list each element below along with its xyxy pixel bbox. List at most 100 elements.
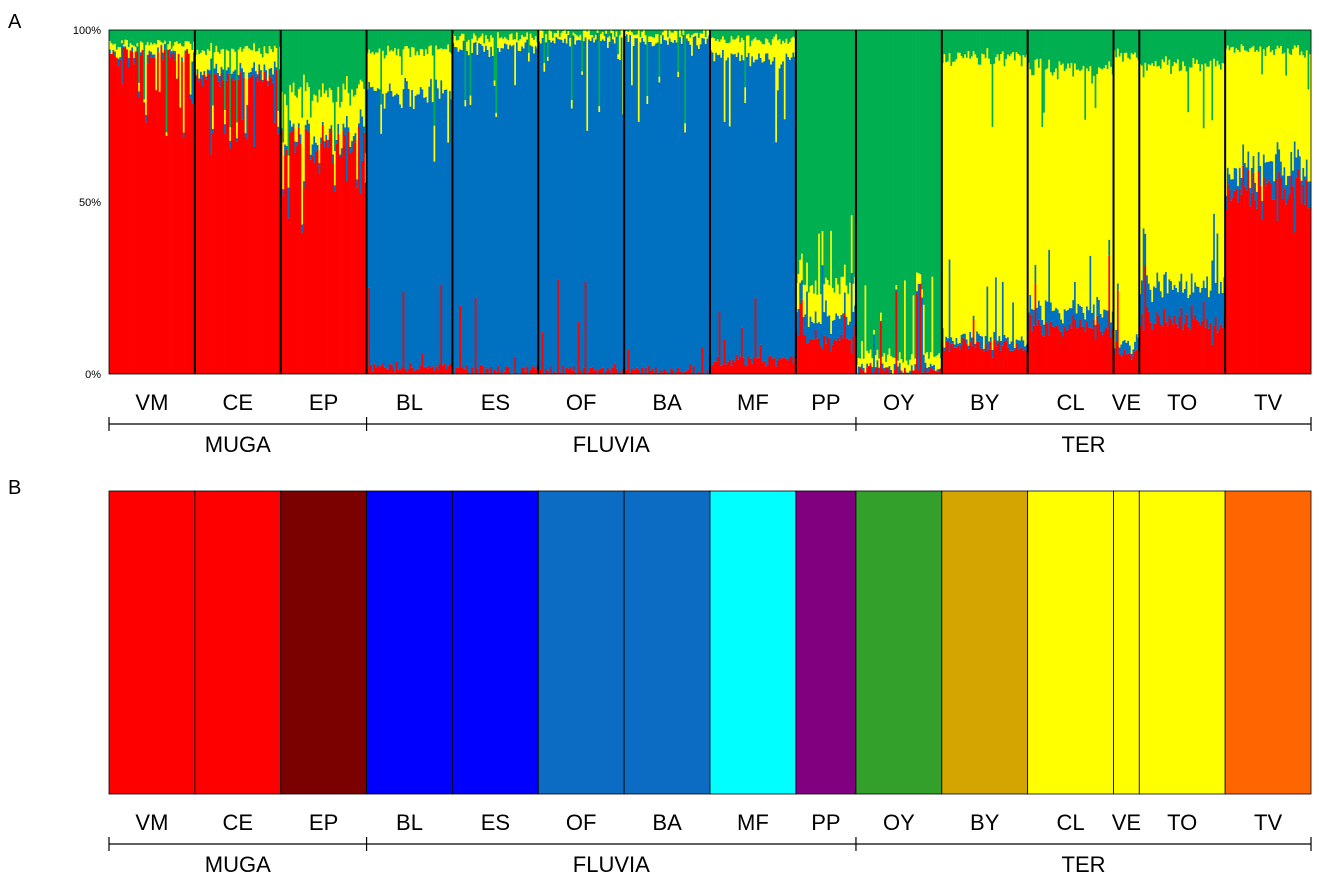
admixture-bar-vm-yellow (112, 44, 115, 50)
admixture-bar-mf-yellow (766, 39, 769, 54)
admixture-bar-ba-blue (694, 35, 697, 374)
assignment-block-ce (194, 490, 282, 795)
admixture-bar-ep-red (356, 187, 359, 374)
admixture-bar-by-green (945, 30, 948, 63)
admixture-bar-es-yellow (452, 33, 455, 43)
admixture-bar-cl-green (1055, 30, 1058, 69)
admixture-bar-vm-red (138, 97, 141, 375)
admixture-bar-ba-blue (632, 45, 635, 371)
admixture-bar-bl-blue (414, 95, 417, 371)
admixture-bar-to-red (1173, 315, 1176, 374)
admixture-bar-tv-green (1256, 30, 1259, 51)
admixture-bar-vm-blue (151, 54, 154, 58)
admixture-bar-oy-yellow (919, 274, 922, 284)
admixture-bar-of-green (552, 30, 555, 38)
admixture-bar-tv-yellow (1285, 75, 1288, 186)
admixture-bar-pp-red (799, 303, 802, 374)
assignment-block-ep (280, 490, 367, 795)
admixture-bar-of-yellow (603, 35, 606, 41)
admixture-bar-ce-red (206, 74, 209, 375)
admixture-bar-of-blue (546, 60, 549, 371)
admixture-bar-ep-blue (299, 134, 302, 144)
admixture-bar-ce-green (217, 30, 220, 52)
admixture-bar-tv-red (1292, 186, 1295, 374)
admixture-bar-ep-yellow (320, 96, 323, 138)
admixture-bar-ce-yellow (272, 52, 275, 75)
admixture-bar-of-red (570, 370, 573, 374)
admixture-bar-vm-blue (157, 47, 160, 53)
admixture-bar-cl-yellow (1092, 75, 1095, 305)
admixture-bar-of-red (617, 373, 620, 374)
admixture-bar-bl-red (438, 364, 441, 374)
admixture-bar-to-red (1213, 325, 1216, 374)
admixture-bar-vm-red (119, 59, 122, 374)
admixture-bar-ep-green (333, 30, 337, 152)
admixture-bar-to-blue (1156, 272, 1159, 313)
admixture-bar-es-green (533, 30, 536, 40)
admixture-bar-by-green (943, 30, 946, 55)
admixture-bar-vm-green (148, 30, 151, 46)
admixture-bar-of-yellow (538, 30, 541, 42)
admixture-bar-of-yellow (615, 31, 618, 37)
admixture-bar-ep-yellow (337, 86, 340, 124)
admixture-bar-ve-yellow (1122, 61, 1125, 342)
admixture-bar-bl-yellow (435, 45, 438, 80)
admixture-bar-tv-red (1297, 168, 1300, 374)
admixture-bar-vm-blue (189, 94, 192, 99)
admixture-bar-ce-blue (265, 70, 268, 79)
admixture-bar-pp-green (838, 30, 841, 295)
admixture-bar-by-red (1007, 347, 1010, 374)
admixture-bar-tv-blue (1235, 168, 1238, 189)
admixture-bar-ce-yellow (248, 48, 251, 73)
admixture-bar-vm-yellow (157, 40, 160, 48)
admixture-bar-bl-blue (423, 97, 426, 369)
admixture-bar-vm-red (112, 51, 115, 375)
admixture-bar-cl-red (1060, 331, 1063, 374)
admixture-bar-ep-red (311, 155, 314, 374)
admixture-bar-by-blue (958, 342, 962, 350)
admixture-bar-oy-blue (897, 366, 900, 374)
admixture-bar-mf-green (776, 30, 780, 41)
admixture-bar-ba-blue (691, 55, 694, 375)
admixture-bar-ce-green (242, 30, 246, 49)
admixture-bar-mf-green (715, 30, 718, 41)
admixture-bar-of-yellow (606, 37, 610, 48)
admixture-bar-of-green (613, 30, 616, 37)
admixture-bar-to-blue (1204, 287, 1207, 328)
admixture-bar-vm-blue (139, 52, 142, 55)
admixture-bar-to-green (1213, 30, 1216, 59)
admixture-bar-cl-green (1036, 30, 1039, 59)
admixture-bar-mf-yellow (742, 40, 745, 61)
admixture-bar-ce-red (260, 79, 263, 374)
admixture-bar-by-yellow (1024, 57, 1027, 347)
admixture-bar-of-green (555, 30, 558, 34)
admixture-bar-oy-green (861, 30, 864, 342)
admixture-bar-vm-green (122, 30, 125, 45)
admixture-bar-cl-green (1070, 30, 1073, 63)
admixture-bar-ep-green (327, 30, 330, 98)
admixture-bar-ce-blue (232, 71, 235, 81)
admixture-bar-cl-red (1037, 319, 1041, 374)
admixture-bar-to-blue (1139, 293, 1142, 326)
admixture-bar-bl-green (411, 30, 414, 48)
admixture-bar-ba-red (694, 373, 697, 374)
admixture-bar-cl-yellow (1065, 68, 1068, 311)
admixture-bar-bl-green (385, 30, 388, 56)
admixture-bar-oy-green (907, 30, 910, 365)
admixture-bar-tv-green (1238, 30, 1241, 53)
admixture-bar-bl-yellow (385, 55, 388, 94)
admixture-bar-ce-blue (254, 71, 258, 77)
admixture-bar-tv-red (1290, 174, 1293, 374)
admixture-bar-by-red (1010, 350, 1013, 374)
admixture-bar-of-red (555, 372, 558, 374)
admixture-bar-tv-blue (1230, 179, 1233, 201)
admixture-bar-mf-green (751, 30, 754, 41)
admixture-bar-to-red (1147, 311, 1150, 374)
admixture-bar-to-yellow (1175, 63, 1178, 289)
admixture-bar-ep-red (327, 147, 330, 374)
admixture-bar-es-blue (455, 47, 458, 368)
admixture-bar-vm-yellow (150, 42, 153, 52)
admixture-bar-vm-blue (124, 46, 127, 48)
admixture-bar-es-blue (488, 56, 491, 374)
admixture-bar-to-blue (1147, 283, 1150, 312)
